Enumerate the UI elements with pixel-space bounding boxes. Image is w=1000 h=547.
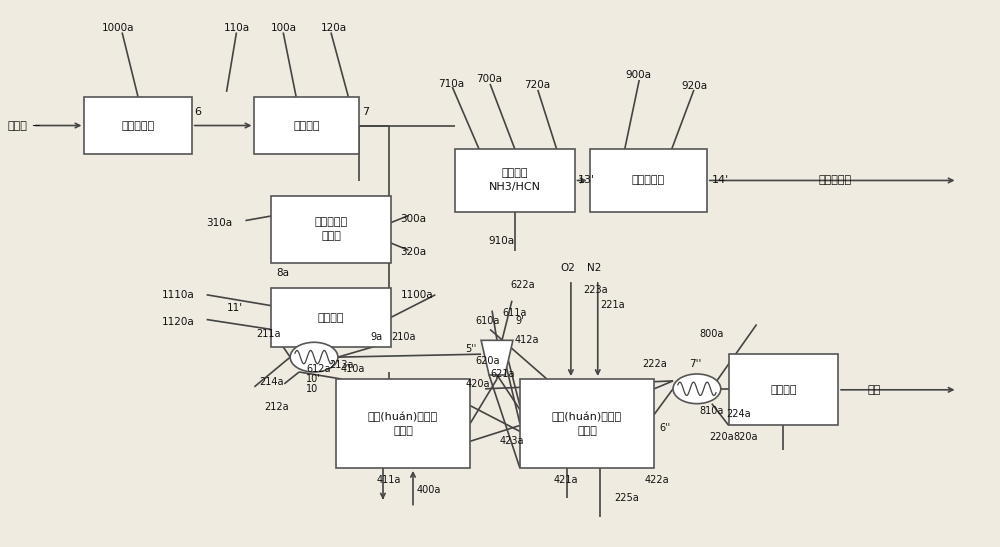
Text: 224a: 224a xyxy=(727,409,751,418)
Text: O2: O2 xyxy=(560,263,575,273)
Text: 14': 14' xyxy=(712,176,729,185)
Text: 810a: 810a xyxy=(699,406,723,416)
Text: 900a: 900a xyxy=(625,70,651,80)
Text: 循環(huán)流化床
再生段: 循環(huán)流化床 再生段 xyxy=(552,411,622,436)
Text: 221a: 221a xyxy=(600,300,625,310)
FancyBboxPatch shape xyxy=(254,97,359,154)
Text: 1000a: 1000a xyxy=(102,22,135,32)
Text: 800a: 800a xyxy=(699,329,723,339)
Text: 硫酸: 硫酸 xyxy=(868,385,881,395)
Text: 214a: 214a xyxy=(259,377,284,387)
Text: 720a: 720a xyxy=(524,80,550,90)
Text: ─: ─ xyxy=(33,120,39,131)
Text: 7'': 7'' xyxy=(689,359,701,369)
Text: 225a: 225a xyxy=(614,493,639,503)
Text: 621a: 621a xyxy=(490,369,515,379)
Text: 620a: 620a xyxy=(475,356,500,366)
Text: 合成氣冷卻: 合成氣冷卻 xyxy=(632,176,665,185)
Text: 循環(huán)流化床
脫硫段: 循環(huán)流化床 脫硫段 xyxy=(368,411,438,436)
Text: 6'': 6'' xyxy=(659,423,670,433)
Text: 8a: 8a xyxy=(276,268,289,278)
Text: 11': 11' xyxy=(227,302,243,313)
Text: 710a: 710a xyxy=(438,79,464,89)
Polygon shape xyxy=(481,340,513,375)
Text: 5'': 5'' xyxy=(465,344,476,354)
Ellipse shape xyxy=(673,374,721,404)
Text: 310a: 310a xyxy=(207,218,233,228)
Text: 100a: 100a xyxy=(271,22,297,32)
Text: 820a: 820a xyxy=(734,432,758,443)
Text: 1120a: 1120a xyxy=(162,317,195,327)
Text: 211a: 211a xyxy=(256,329,281,339)
FancyBboxPatch shape xyxy=(729,354,838,426)
Text: 400a: 400a xyxy=(416,485,441,495)
Text: 320a: 320a xyxy=(401,247,427,257)
FancyBboxPatch shape xyxy=(336,379,470,468)
FancyBboxPatch shape xyxy=(520,379,654,468)
Text: 610a: 610a xyxy=(475,316,500,325)
FancyBboxPatch shape xyxy=(84,97,192,154)
Text: 1110a: 1110a xyxy=(162,290,195,300)
Text: 熱量回收: 熱量回收 xyxy=(318,312,344,323)
Text: 7: 7 xyxy=(362,107,369,117)
Text: 910a: 910a xyxy=(488,236,514,246)
Text: 激冷洗滌: 激冷洗滌 xyxy=(293,120,320,131)
Text: 水煤漿: 水煤漿 xyxy=(8,120,28,131)
Text: 13': 13' xyxy=(578,176,595,185)
Text: 220a: 220a xyxy=(709,432,733,443)
Text: 水煤漿氣化: 水煤漿氣化 xyxy=(121,120,155,131)
Text: 210a: 210a xyxy=(392,333,416,342)
Text: 絕熱耐硫變
換反應: 絕熱耐硫變 換反應 xyxy=(314,218,348,241)
Text: 脫硫合成氣: 脫硫合成氣 xyxy=(818,176,851,185)
Text: 10': 10' xyxy=(306,374,321,384)
Text: 920a: 920a xyxy=(681,81,707,91)
FancyBboxPatch shape xyxy=(590,149,707,212)
Text: 9a: 9a xyxy=(371,333,383,342)
Text: 300a: 300a xyxy=(401,213,427,224)
Text: 411a: 411a xyxy=(376,475,401,485)
Text: 420a: 420a xyxy=(465,379,490,389)
Text: 421a: 421a xyxy=(553,475,578,485)
Ellipse shape xyxy=(290,342,338,372)
Text: 700a: 700a xyxy=(476,74,502,84)
Text: 410a: 410a xyxy=(341,364,365,374)
FancyBboxPatch shape xyxy=(271,288,391,347)
Text: 222a: 222a xyxy=(642,359,667,369)
Text: 6: 6 xyxy=(195,107,202,117)
Text: 213a: 213a xyxy=(329,360,353,370)
Text: 612a: 612a xyxy=(306,364,331,374)
Text: 120a: 120a xyxy=(321,22,347,32)
Text: 9': 9' xyxy=(515,316,524,325)
Text: N2: N2 xyxy=(587,263,601,273)
Text: 622a: 622a xyxy=(510,280,535,290)
FancyBboxPatch shape xyxy=(455,149,575,212)
Text: 412a: 412a xyxy=(515,335,539,345)
Text: 423a: 423a xyxy=(500,437,524,446)
Text: 10: 10 xyxy=(306,384,318,394)
Text: 可再生脫
NH3/HCN: 可再生脫 NH3/HCN xyxy=(489,168,541,193)
Text: 422a: 422a xyxy=(644,475,669,485)
FancyBboxPatch shape xyxy=(271,196,391,263)
Text: 611a: 611a xyxy=(502,307,526,318)
Text: 212a: 212a xyxy=(264,401,289,412)
Text: 223a: 223a xyxy=(584,285,608,295)
Text: 硫酸裝置: 硫酸裝置 xyxy=(770,385,797,395)
Text: 1100a: 1100a xyxy=(401,290,433,300)
Text: 110a: 110a xyxy=(224,22,250,32)
